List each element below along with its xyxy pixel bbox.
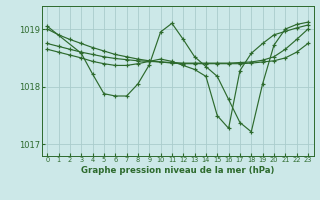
X-axis label: Graphe pression niveau de la mer (hPa): Graphe pression niveau de la mer (hPa) <box>81 166 274 175</box>
